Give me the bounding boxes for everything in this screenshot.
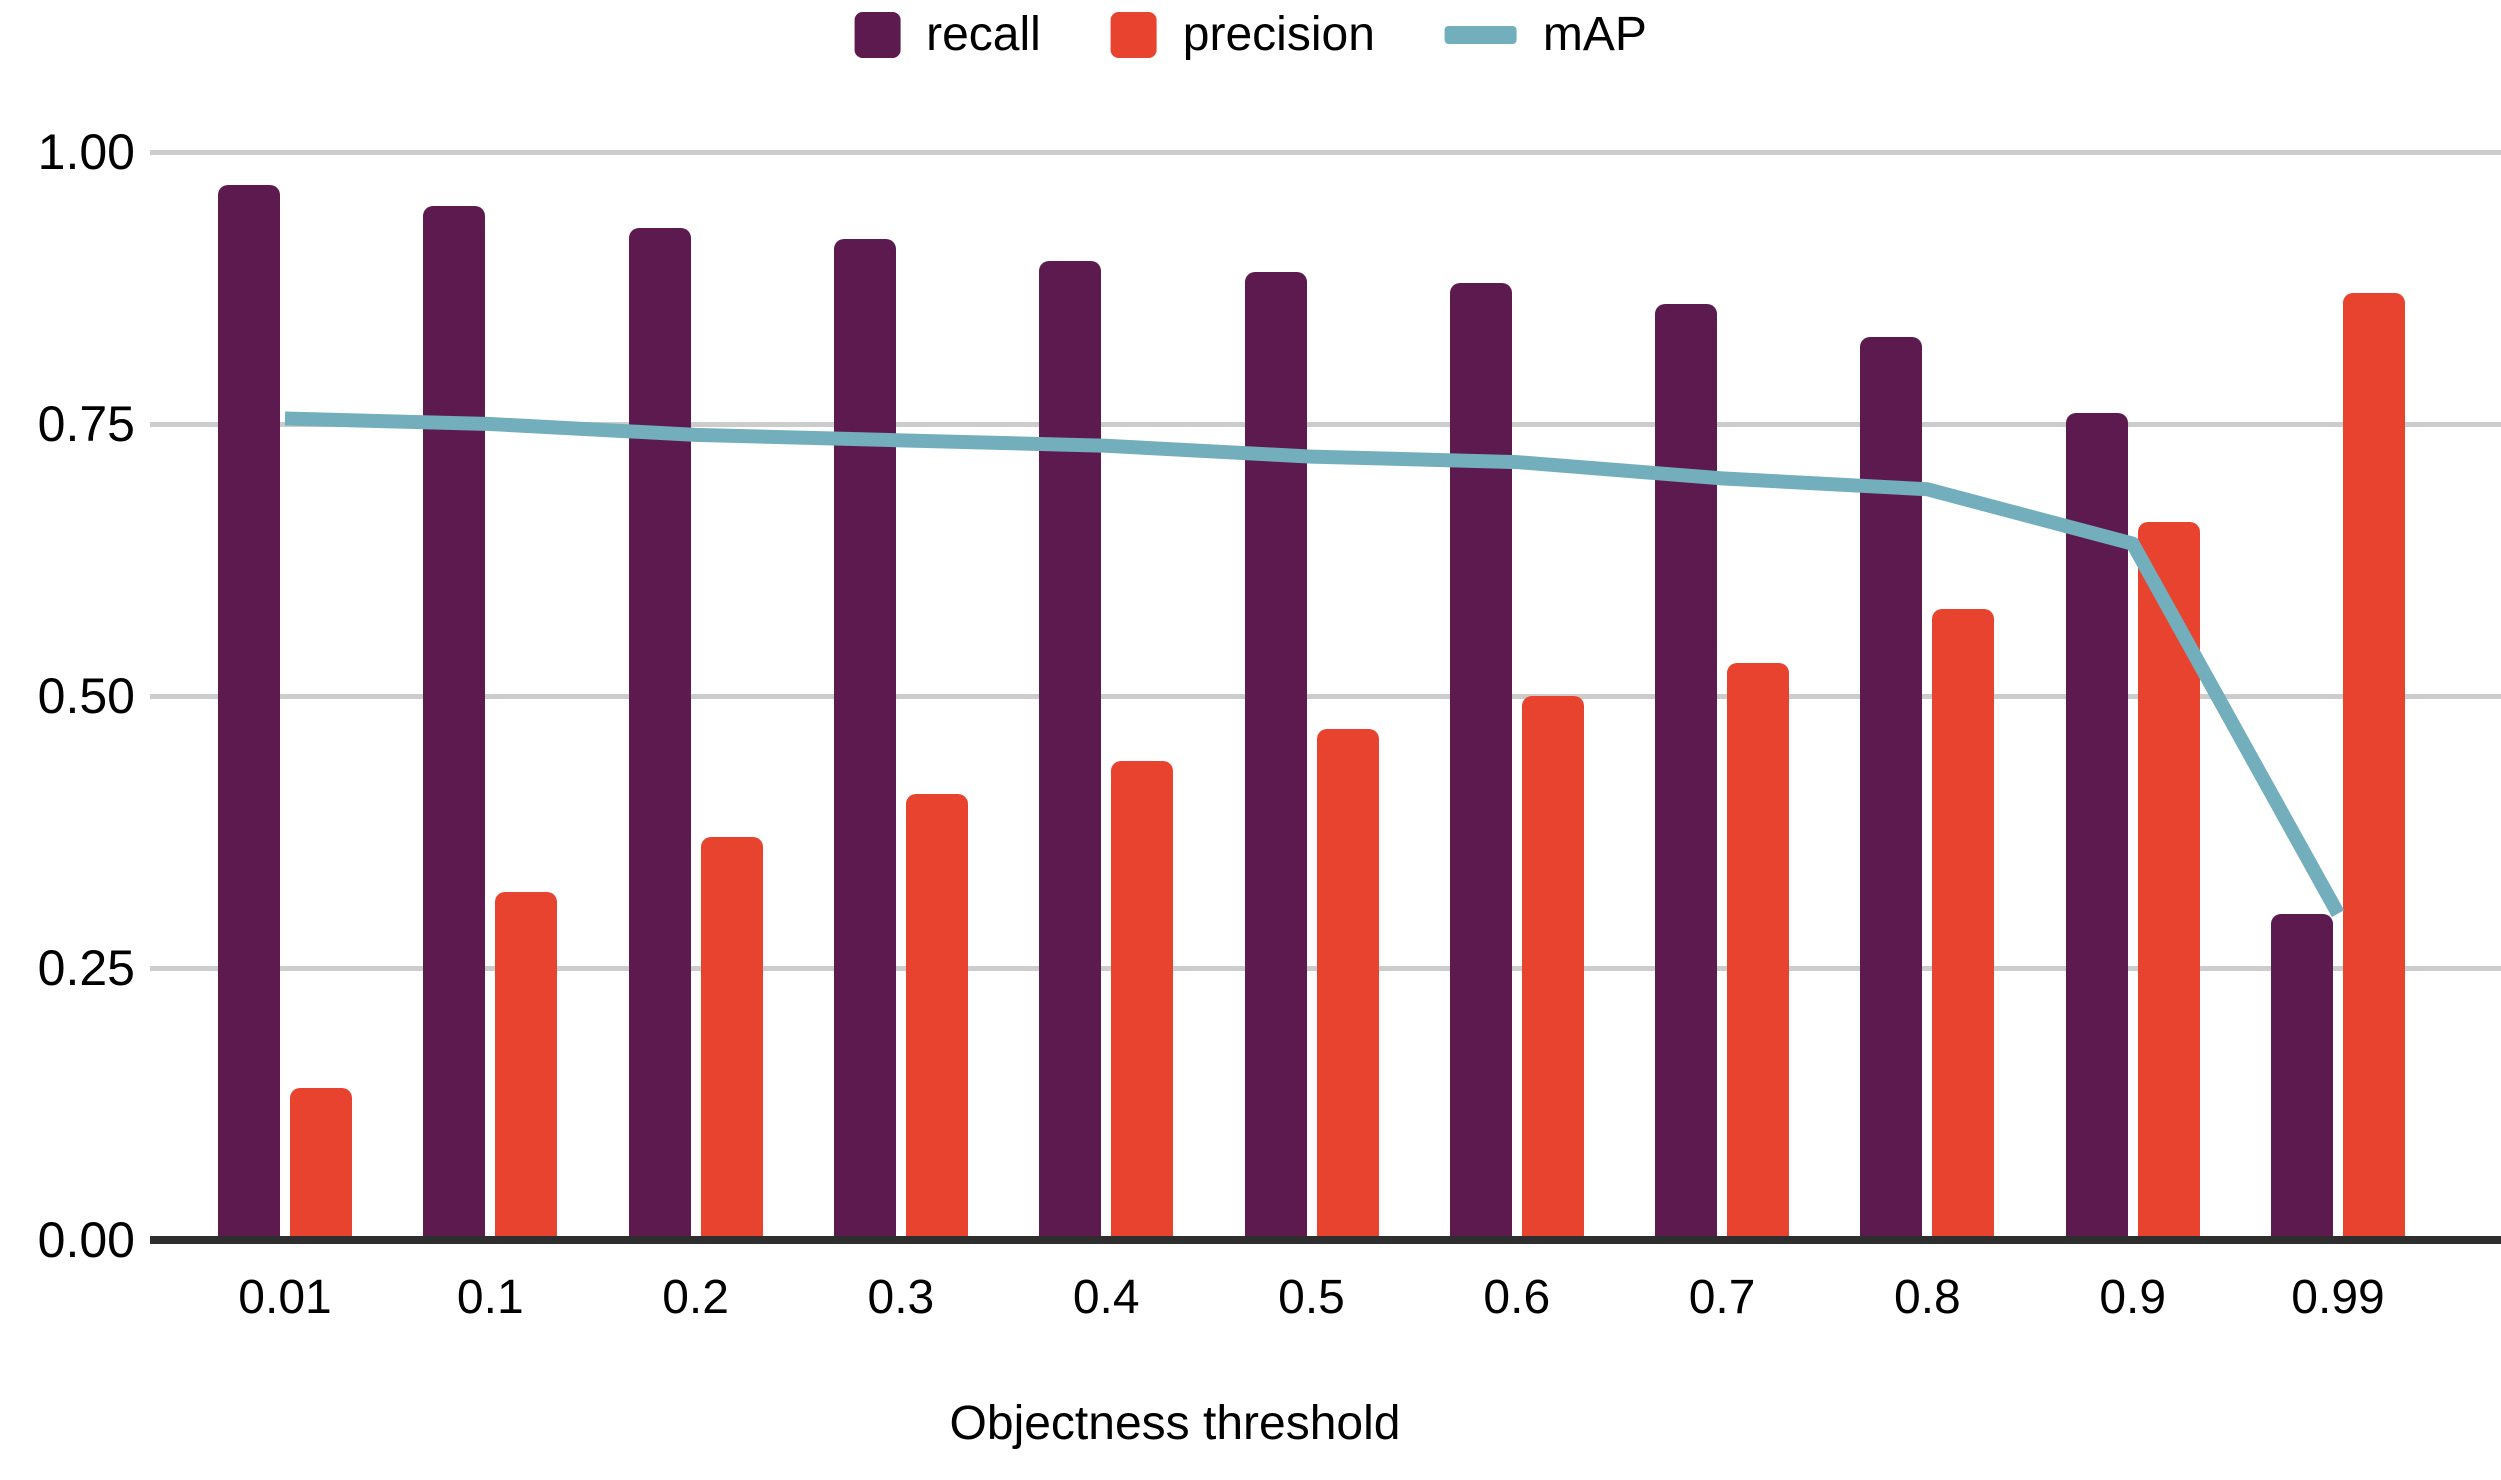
x-axis-label: 0.9 [2099,1271,2167,1324]
precision-swatch-icon [1110,12,1157,58]
bar-precision-0.8 [1932,608,1995,1240]
legend-item-precision: precision [1110,8,1375,61]
legend-label-precision: precision [1182,8,1375,61]
x-axis-label: 0.6 [1483,1271,1551,1324]
x-axis-line [150,1236,2501,1244]
bar-precision-0.99 [2343,293,2405,1240]
bar-recall-0.6 [1449,282,1512,1240]
x-axis-label: 0.8 [1894,1271,1961,1324]
legend-label-map: mAP [1542,8,1647,61]
x-axis-label: 0.01 [238,1271,332,1324]
plot-area: 1.00 0.75 0.50 0.25 0.00 0.01 0.1 0.2 0.3 0.4 0.5 0… [38,127,2501,1322]
x-axis-title: Objectness threshold [949,1397,1401,1450]
bar-precision-0.1 [495,891,558,1240]
y-axis-label: 0.00 [37,1212,135,1268]
bar-recall-0.2 [628,228,691,1240]
x-axis-label: 0.5 [1278,1271,1345,1324]
bar-precision-0.5 [1316,728,1379,1240]
bar-recall-0.4 [1039,260,1102,1240]
x-axis-label: 0.1 [456,1271,524,1324]
bar-recall-0.3 [833,239,896,1240]
legend-label-recall: recall [926,8,1041,61]
bar-recall-0.5 [1244,271,1307,1240]
y-axis-label: 0.50 [37,668,135,724]
legend: recall precision mAP [854,6,1647,64]
y-axis-label: 1.00 [37,124,135,180]
legend-item-recall: recall [854,11,1041,59]
gridline [150,149,2501,155]
bar-recall-0.9 [2065,413,2128,1240]
x-axis-label: 0.3 [867,1271,935,1324]
bar-recall-0.7 [1655,304,1718,1240]
bar-precision-0.6 [1521,696,1584,1240]
bar-precision-0.2 [700,837,763,1240]
map-line [284,411,2345,917]
bar-precision-0.7 [1727,663,1790,1240]
bar-recall-0.1 [423,206,486,1240]
bar-precision-0.3 [905,793,968,1240]
legend-item-map: mAP [1444,8,1647,61]
y-axis-label: 0.25 [37,940,135,996]
gridline [150,421,2501,427]
y-axis-label: 0.75 [37,396,135,452]
x-axis-label: 0.4 [1072,1271,1140,1324]
gridline [150,693,2501,699]
map-line-swatch-icon [1444,26,1517,44]
x-axis-label: 0.2 [662,1271,729,1324]
recall-swatch-icon [854,12,901,58]
bar-recall-0.01 [218,184,280,1240]
bar-precision-0.4 [1111,761,1174,1240]
bar-precision-0.01 [290,1087,352,1240]
bar-recall-0.99 [2271,913,2333,1240]
x-axis-label: 0.99 [2291,1271,2385,1324]
x-axis-label: 0.7 [1688,1271,1756,1324]
